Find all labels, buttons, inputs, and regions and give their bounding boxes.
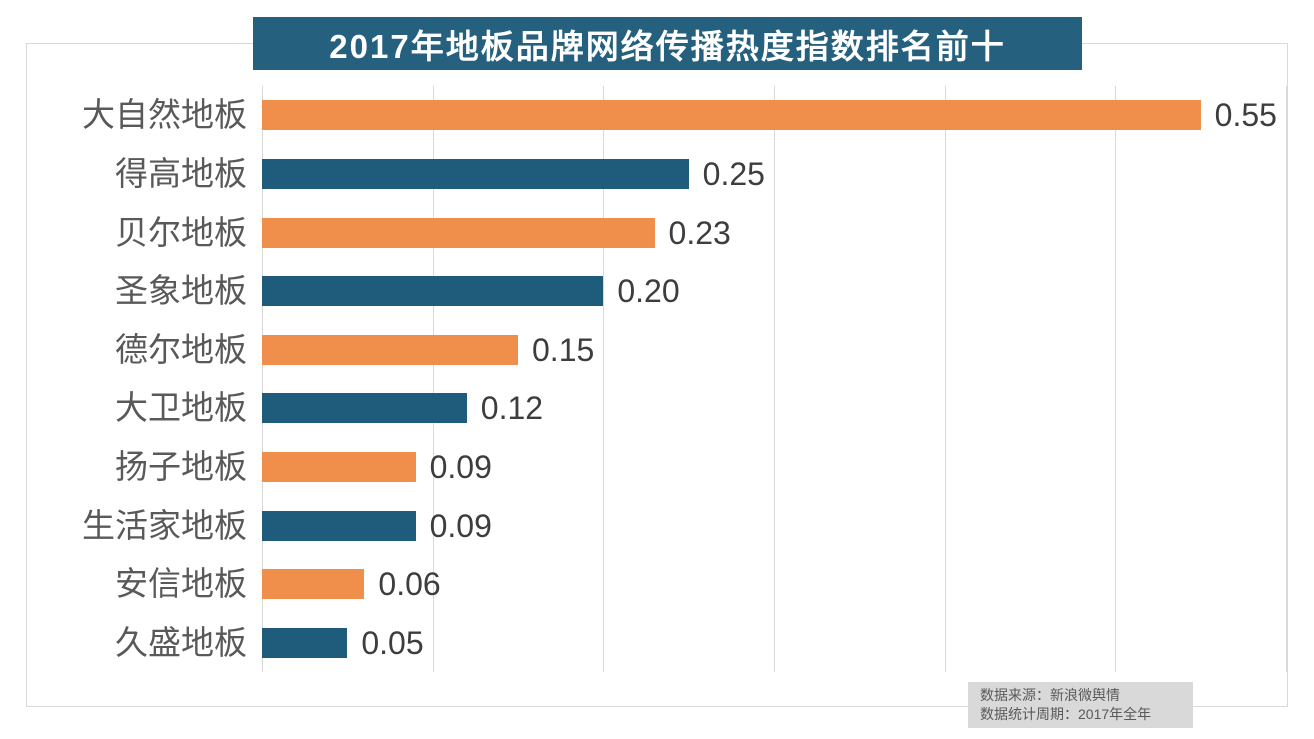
bar-德尔地板 — [262, 334, 518, 365]
bar-贝尔地板 — [262, 217, 655, 248]
bar-扬子地板 — [262, 451, 416, 482]
value-label: 0.09 — [429, 448, 492, 485]
gridline — [603, 86, 605, 672]
value-label: 0.15 — [532, 331, 595, 368]
category-label: 扬子地板 — [115, 447, 247, 485]
data-source-line: 数据来源：新浪微舆情 — [980, 687, 1120, 703]
value-label: 0.06 — [378, 566, 441, 603]
gridline — [944, 86, 946, 672]
category-label: 贝尔地板 — [115, 213, 247, 251]
value-label: 0.55 — [1214, 97, 1277, 134]
category-label: 久盛地板 — [115, 623, 247, 661]
value-label: 0.09 — [429, 507, 492, 544]
plot-area — [262, 86, 1287, 672]
bar-圣象地板 — [262, 276, 604, 307]
gridline — [774, 86, 775, 672]
gridline — [262, 86, 263, 672]
category-label: 大卫地板 — [115, 389, 247, 427]
value-label: 0.05 — [361, 624, 424, 661]
value-label: 0.23 — [668, 214, 731, 251]
bar-大自然地板 — [262, 100, 1201, 131]
bar-大卫地板 — [262, 393, 467, 424]
value-label: 0.20 — [617, 273, 680, 310]
category-label: 安信地板 — [115, 565, 247, 603]
gridline — [1286, 86, 1287, 672]
gridline — [432, 86, 434, 672]
category-label: 得高地板 — [115, 154, 247, 192]
data-source-note: 数据来源：新浪微舆情 数据统计周期：2017年全年 — [968, 682, 1193, 728]
category-label: 生活家地板 — [82, 506, 247, 544]
data-period-line: 数据统计周期：2017年全年 — [980, 706, 1152, 722]
bar-生活家地板 — [262, 510, 416, 541]
bar-安信地板 — [262, 569, 365, 600]
category-label: 圣象地板 — [115, 272, 247, 310]
value-label: 0.25 — [702, 155, 765, 192]
category-label: 大自然地板 — [82, 96, 247, 134]
gridline — [1115, 86, 1117, 672]
value-label: 0.12 — [480, 390, 544, 427]
bar-久盛地板 — [262, 627, 348, 658]
chart-title: 2017年地板品牌网络传播热度指数排名前十 — [253, 17, 1082, 70]
bar-得高地板 — [262, 158, 689, 189]
category-label: 德尔地板 — [115, 330, 247, 368]
